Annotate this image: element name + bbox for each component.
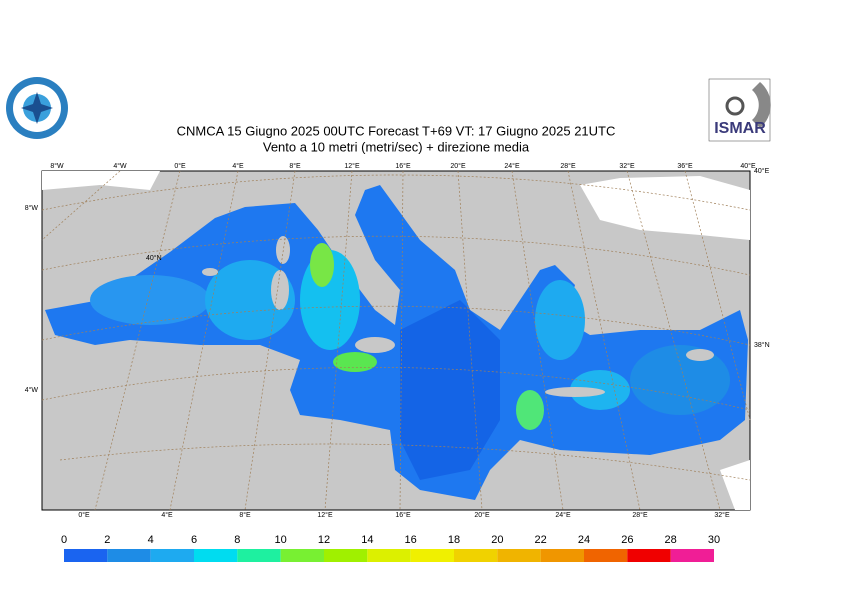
lon-label: 8°E: [289, 162, 301, 170]
lat-label: 8°W: [25, 204, 39, 212]
lat-label: 40°E: [754, 167, 770, 175]
lon-label: 24°E: [504, 162, 520, 170]
wind-patch: [535, 280, 585, 360]
colorbar-tick-label: 4: [148, 534, 154, 546]
lon-label: 36°E: [677, 162, 693, 170]
island: [202, 268, 218, 276]
colorbar-bin: [627, 549, 671, 562]
lat-label: 40°N: [146, 254, 162, 262]
lon-label: 16°E: [395, 511, 411, 519]
lon-label: 4°E: [232, 162, 244, 170]
colorbar-tick-label: 2: [104, 534, 110, 546]
red-sea: [720, 460, 750, 510]
sea: [45, 185, 748, 500]
colorbar-bin: [454, 549, 498, 562]
lon-label: 12°E: [344, 162, 360, 170]
ionian-deep: [400, 300, 500, 480]
colorbar-tick-label: 30: [708, 534, 720, 546]
colorbar-bin: [670, 549, 714, 562]
colorbar-bin: [584, 549, 628, 562]
atlantic: [42, 171, 160, 190]
colorbar-tick-label: 28: [665, 534, 677, 546]
lon-label: 0°E: [174, 162, 186, 170]
colorbar-tick-label: 14: [361, 534, 373, 546]
lat-label: 4°W: [25, 386, 39, 394]
colorbar-tick-label: 26: [621, 534, 633, 546]
lon-label: 40°E: [740, 162, 756, 170]
island: [271, 270, 289, 310]
lon-label: 32°E: [714, 511, 730, 519]
colorbar-tick-label: 6: [191, 534, 197, 546]
lon-label: 28°E: [632, 511, 648, 519]
colorbar-bin: [410, 549, 454, 562]
lon-label: 8°W: [50, 162, 64, 170]
island: [355, 337, 395, 353]
colorbar-bin: [150, 549, 194, 562]
colorbar-tick-label: 10: [275, 534, 287, 546]
lon-label: 4°W: [113, 162, 127, 170]
lon-label: 4°E: [161, 511, 173, 519]
wind-patch: [310, 243, 334, 287]
wind-patch: [333, 352, 377, 372]
colorbar-tick-label: 22: [535, 534, 547, 546]
colorbar-tick-label: 18: [448, 534, 460, 546]
lon-label: 28°E: [560, 162, 576, 170]
graticule: [41, 170, 751, 511]
lon-label: 24°E: [555, 511, 571, 519]
title: CNMCA 15 Giugno 2025 00UTC Forecast T+69…: [177, 123, 616, 138]
logo-text: ISMAR: [714, 120, 766, 137]
wind-patch: [516, 390, 544, 430]
island: [686, 349, 714, 361]
subtitle: Vento a 10 metri (metri/sec) + direzione…: [263, 139, 530, 154]
wind-patch: [630, 345, 730, 415]
lon-label: 32°E: [619, 162, 635, 170]
colorbar-bin: [540, 549, 584, 562]
colorbar-bin: [324, 549, 368, 562]
left-logo: [6, 77, 68, 139]
wind-patch: [90, 275, 210, 325]
colorbar-bin: [497, 549, 541, 562]
colorbar-bin: [237, 549, 281, 562]
black-sea: [580, 176, 750, 240]
colorbar-tick-label: 8: [234, 534, 240, 546]
colorbar-tick-label: 12: [318, 534, 330, 546]
colorbar-bin: [107, 549, 151, 562]
right-logo: ISMAR: [708, 78, 771, 142]
lon-label: 20°E: [450, 162, 466, 170]
colorbar-bin: [64, 549, 108, 562]
colorbar-bin: [367, 549, 411, 562]
colorbar-tick-label: 20: [491, 534, 503, 546]
lon-label: 8°E: [239, 511, 251, 519]
colorbar-tick-label: 0: [61, 534, 67, 546]
colorbar-bin: [194, 549, 238, 562]
lat-label: 38°N: [754, 341, 770, 349]
colorbar-bin: [280, 549, 324, 562]
lon-label: 16°E: [395, 162, 411, 170]
colorbar-tick-label: 24: [578, 534, 590, 546]
lon-label: 20°E: [474, 511, 490, 519]
lon-label: 0°E: [78, 511, 90, 519]
colorbar-tick-label: 16: [405, 534, 417, 546]
island: [545, 387, 605, 397]
island: [276, 236, 290, 264]
lon-label: 12°E: [317, 511, 333, 519]
